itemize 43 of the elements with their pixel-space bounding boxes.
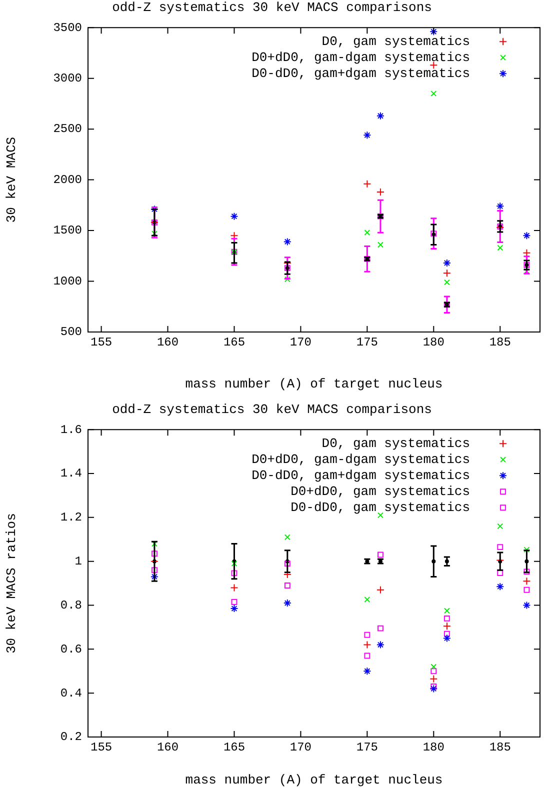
legend-label: D0+dD0, gam-dgam systematics: [252, 50, 470, 66]
x-axis-title: mass number (A) of target nucleus: [185, 772, 443, 788]
x-tick-label: 180: [422, 335, 444, 350]
y-tick-label: 1500: [53, 224, 82, 238]
y-tick-label: 3000: [53, 72, 82, 86]
legend-label: D0-dD0, gam systematics: [290, 500, 470, 516]
legend-label: D0-dD0, gam+dgam systematics: [252, 66, 470, 82]
x-tick-label: 185: [489, 335, 511, 350]
x-tick-label: 160: [156, 335, 179, 350]
legend-label: D0+dD0, gam-dgam systematics: [252, 452, 470, 468]
y-tick-label: 0.4: [60, 686, 82, 700]
y-tick-label: 1.2: [60, 510, 82, 525]
y-tick-label: 500: [60, 325, 82, 340]
y-tick-label: 2000: [53, 172, 82, 187]
legend-label: D0+dD0, gam systematics: [290, 484, 470, 500]
x-tick-label: 170: [290, 740, 312, 754]
y-tick-label: 1: [74, 554, 82, 569]
legend-label: D0-dD0, gam+dgam systematics: [252, 468, 470, 484]
legend-label: D0, gam systematics: [322, 436, 470, 452]
x-tick-label: 165: [223, 335, 246, 350]
y-tick-label: 0.8: [60, 598, 82, 612]
y-tick-label: 1.4: [60, 466, 82, 481]
legend-label: D0, gam systematics: [322, 34, 470, 50]
y-tick-label: 0.2: [60, 730, 82, 744]
x-axis-title: mass number (A) of target nucleus: [185, 376, 443, 392]
x-tick-label: 155: [90, 740, 112, 754]
x-tick-label: 165: [223, 740, 246, 754]
x-tick-label: 185: [489, 740, 511, 754]
x-tick-label: 175: [356, 740, 378, 754]
x-tick-label: 155: [90, 335, 112, 350]
y-tick-label: 0.6: [60, 642, 82, 656]
y-tick-label: 3500: [53, 20, 82, 35]
x-tick-label: 180: [422, 740, 444, 754]
y-tick-label: 1.6: [60, 422, 82, 437]
y-axis-title: 30 keV MACS: [4, 136, 20, 223]
chart-title: odd-Z systematics 30 keV MACS comparisons: [112, 402, 432, 418]
y-tick-label: 1000: [53, 274, 82, 288]
x-tick-label: 170: [290, 335, 312, 350]
y-axis-title: 30 keV MACS ratios: [4, 513, 20, 654]
y-tick-label: 2500: [53, 122, 82, 136]
chart-title: odd-Z systematics 30 keV MACS comparisons: [112, 0, 432, 16]
x-tick-label: 160: [156, 740, 179, 754]
x-tick-label: 175: [356, 335, 378, 350]
